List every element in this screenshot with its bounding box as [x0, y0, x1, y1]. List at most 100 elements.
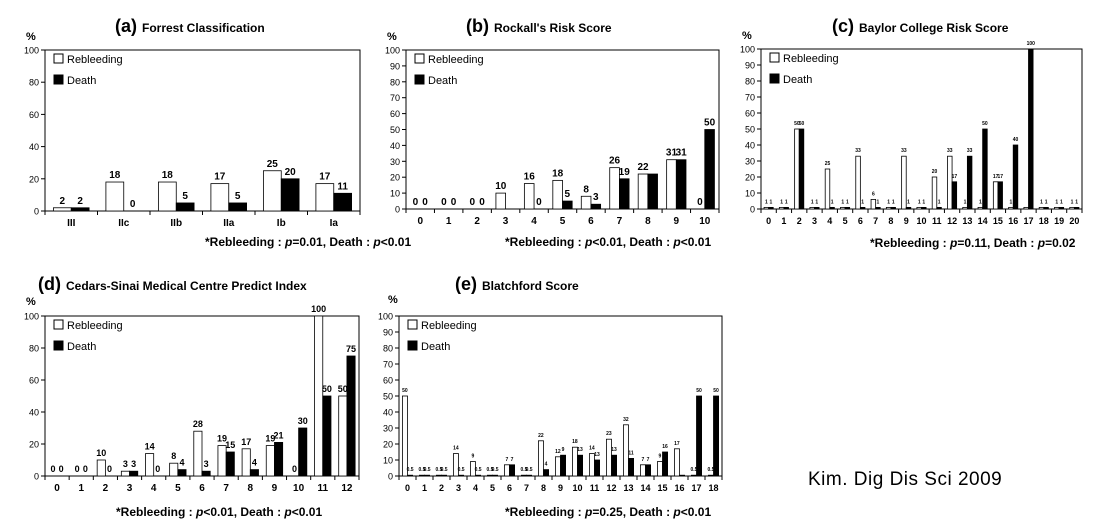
death-value-label: 1	[1060, 199, 1063, 205]
legend-label-rebleeding: Rebleeding	[783, 53, 839, 65]
x-tick-label: III	[67, 218, 76, 229]
rebleeding-bar-e-4	[469, 461, 476, 477]
legend-swatch-death	[407, 340, 418, 351]
rebleeding-value-label: 25	[825, 161, 831, 167]
rebleeding-bar-e-0	[401, 395, 408, 477]
rebleeding-value-label: 14	[589, 446, 595, 452]
x-tick-label: 1	[781, 216, 786, 226]
x-tick-label: 1	[422, 483, 427, 493]
rebleeding-value-label: 3	[123, 459, 128, 469]
death-value-label: 0.5	[526, 467, 533, 473]
x-tick-label: 2	[103, 483, 109, 494]
death-value-label: 17	[997, 174, 1003, 180]
death-value-label: 7	[511, 457, 514, 463]
death-bar-a-IIb	[175, 202, 195, 212]
legend-label-death: Death	[67, 341, 96, 353]
rebleeding-value-label: 26	[609, 156, 621, 167]
rebleeding-bar-c-12	[947, 155, 953, 210]
rebleeding-bar-e-15	[657, 461, 663, 477]
x-tick-label: 4	[151, 483, 157, 494]
rebleeding-bar-d-9	[265, 445, 275, 477]
y-unit-label-a: %	[26, 31, 36, 43]
y-tick-label: 100	[24, 312, 39, 322]
footnote-b: *Rebleeding : p<0.01, Death : p<0.01	[505, 235, 711, 249]
y-tick-label: 90	[390, 61, 400, 71]
death-value-label: 13	[594, 452, 600, 458]
death-bar-b-10	[704, 129, 715, 210]
rebleeding-value-label: 25	[267, 159, 279, 170]
x-tick-label: 10	[916, 216, 926, 226]
x-tick-label: IIc	[118, 218, 130, 229]
x-tick-label: 17	[1023, 216, 1033, 226]
death-bar-b-5	[562, 200, 573, 210]
rebleeding-bar-d-5	[169, 462, 179, 477]
rebleeding-value-label: 0	[697, 197, 703, 208]
rebleeding-bar-e-17	[691, 474, 697, 477]
death-value-label: 19	[619, 167, 631, 178]
x-tick-label: 10	[293, 483, 305, 494]
x-tick-label: 0	[417, 216, 423, 227]
death-bar-a-IIa	[228, 202, 248, 212]
x-tick-label: 6	[858, 216, 863, 226]
x-tick-label: 8	[541, 483, 546, 493]
rebleeding-bar-c-10	[916, 206, 922, 210]
x-tick-label: 19	[1054, 216, 1064, 226]
death-bar-e-2	[441, 474, 447, 477]
rebleeding-value-label: 10	[495, 181, 507, 192]
y-tick-label: 20	[29, 174, 39, 184]
y-tick-label: 30	[390, 157, 400, 167]
rebleeding-bar-e-18	[708, 474, 714, 477]
y-tick-label: 40	[390, 141, 400, 151]
death-value-label: 5	[235, 191, 241, 202]
y-tick-label: 40	[745, 141, 755, 151]
death-value-label: 0.5	[458, 467, 465, 473]
rebleeding-value-label: 10	[96, 448, 106, 458]
death-value-label: 0	[59, 464, 64, 474]
rebleeding-value-label: 22	[637, 162, 649, 173]
death-bar-e-10	[577, 454, 583, 477]
death-value-label: 13	[611, 447, 617, 453]
rebleeding-bar-d-4	[145, 453, 155, 477]
rebleeding-value-label: 18	[552, 168, 564, 179]
y-tick-label: 90	[383, 328, 393, 338]
rebleeding-value-label: 0.5	[486, 467, 493, 473]
x-tick-label: 10	[572, 483, 582, 493]
y-tick-label: 0	[34, 207, 39, 217]
death-bar-e-12	[611, 454, 617, 477]
death-value-label: 1	[877, 199, 880, 205]
death-value-label: 20	[285, 167, 297, 178]
x-tick-label: 15	[993, 216, 1003, 226]
y-tick-label: 70	[745, 93, 755, 103]
y-unit-label-e: %	[388, 294, 398, 306]
rebleeding-value-label: 16	[524, 172, 536, 183]
rebleeding-bar-e-8	[538, 440, 544, 477]
death-bar-c-20	[1073, 206, 1080, 210]
y-tick-label: 50	[745, 125, 755, 135]
x-tick-label: IIa	[223, 218, 235, 229]
y-tick-label: 100	[24, 46, 39, 56]
death-bar-c-4	[829, 206, 835, 210]
x-tick-label: 16	[1008, 216, 1018, 226]
y-tick-label: 10	[745, 189, 755, 199]
death-bar-e-7	[526, 474, 532, 477]
rebleeding-value-label: 17	[214, 172, 226, 183]
y-tick-label: 10	[390, 189, 400, 199]
rebleeding-bar-c-0	[763, 206, 770, 210]
x-tick-label: 9	[558, 483, 563, 493]
rebleeding-value-label: 8	[583, 184, 589, 195]
death-value-label: 1	[815, 199, 818, 205]
death-value-label: 3	[593, 192, 599, 203]
rebleeding-bar-e-16	[674, 448, 680, 477]
rebleeding-bar-e-5	[486, 474, 493, 477]
rebleeding-bar-d-12	[338, 395, 348, 477]
x-tick-label: 11	[590, 483, 600, 493]
x-tick-label: 14	[978, 216, 988, 226]
chart-title-b: (b) Rockall's Risk Score	[466, 16, 612, 36]
y-tick-label: 90	[745, 61, 755, 71]
rebleeding-value-label: 17	[241, 437, 251, 447]
rebleeding-bar-b-9	[666, 159, 677, 210]
death-value-label: 2	[77, 196, 83, 207]
x-tick-label: Ib	[277, 218, 286, 229]
x-tick-label: 5	[175, 483, 181, 494]
death-bar-c-5	[844, 206, 851, 210]
